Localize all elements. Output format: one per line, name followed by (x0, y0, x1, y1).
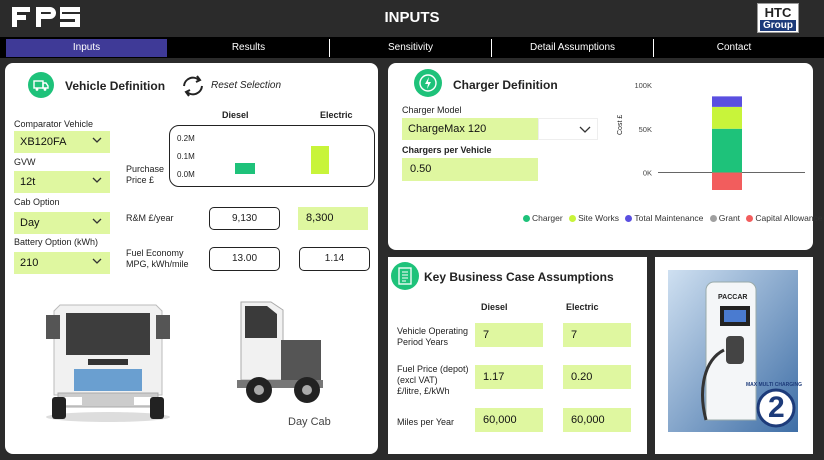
charger-definition-title: Charger Definition (453, 78, 558, 92)
operating-period-electric-input[interactable]: 7 (563, 323, 631, 347)
chevron-down-icon (579, 126, 591, 133)
operating-period-label-1: Vehicle Operating (397, 326, 469, 336)
document-icon (391, 262, 419, 290)
tick-label: 0.2M (177, 134, 195, 143)
fuel-diesel-value: 13.00 (209, 247, 280, 271)
nav-bar: Inputs Results Sensitivity Detail Assump… (0, 37, 824, 58)
tick-label: 0.0M (177, 170, 195, 179)
operating-period-diesel-input[interactable]: 7 (475, 323, 543, 347)
chevron-down-icon (92, 218, 102, 224)
chargers-per-vehicle-label: Chargers per Vehicle (402, 145, 492, 155)
charger-select-dropdown-area[interactable] (538, 118, 598, 140)
tick-label: 100K (634, 81, 652, 90)
max-badge-number: 2 (768, 391, 785, 424)
charger-definition-panel (388, 63, 813, 250)
app-header: INPUTS HTC Group (0, 0, 824, 36)
col-diesel: Diesel (481, 302, 508, 312)
fuel-price-electric-input[interactable]: 0.20 (563, 365, 631, 389)
chevron-down-icon (92, 177, 102, 183)
truck-front-image (46, 304, 170, 422)
purchase-price-chart: 0.2M 0.1M 0.0M (169, 125, 375, 187)
charger-model-label: Charger Model (402, 105, 462, 115)
fuel-price-label-3: £/litre, £/kWh (397, 386, 450, 396)
tab-contact[interactable]: Contact (716, 42, 752, 53)
tick-label: 0.1M (177, 152, 195, 161)
tab-inputs[interactable]: Inputs (6, 39, 167, 57)
tick-label: 50K (639, 125, 652, 134)
fuel-label-1: Fuel Economy (126, 248, 184, 258)
comparator-value: XB120FA (20, 136, 67, 148)
truck-side-image (237, 301, 323, 403)
cab-value: Day (20, 217, 40, 229)
gvw-select[interactable]: 12t (14, 171, 110, 193)
diesel-price-bar (235, 163, 255, 174)
battery-label: Battery Option (kWh) (14, 237, 99, 247)
fps-logo (12, 7, 80, 27)
brand-bottom: Group (760, 20, 796, 31)
electric-price-bar (311, 146, 329, 174)
chevron-down-icon (92, 258, 102, 264)
fuel-price-label-1: Fuel Price (depot) (397, 364, 469, 374)
business-case-title: Key Business Case Assumptions (424, 270, 614, 284)
chargers-per-vehicle-input[interactable]: 0.50 (402, 158, 538, 181)
chevron-down-icon (92, 137, 102, 143)
cab-select[interactable]: Day (14, 212, 110, 234)
truck-icon (28, 72, 54, 98)
paccar-brand: PACCAR (718, 294, 748, 301)
cab-label: Cab Option (14, 197, 60, 207)
fuel-label-2: MPG, kWh/mile (126, 259, 189, 269)
purchase-label-1: Purchase (126, 164, 165, 174)
day-cab-label: Day Cab (288, 416, 331, 428)
tick-label: 0K (643, 169, 652, 178)
bar-total-maintenance (712, 96, 742, 107)
cost-chart-legend: Charger Site Works Total Maintenance Gra… (523, 213, 824, 223)
gvw-label: GVW (14, 157, 36, 167)
htc-group-logo: HTC Group (757, 3, 799, 33)
operating-period-label-2: Period Years (397, 337, 449, 347)
bar-site-works (712, 106, 742, 129)
gvw-value: 12t (20, 176, 36, 188)
bar-capital-allowance (712, 172, 742, 190)
charger-product-image (668, 270, 798, 432)
rm-label: R&M £/year (126, 213, 174, 223)
battery-select[interactable]: 210 (14, 252, 110, 274)
fuel-electric-value: 1.14 (299, 247, 370, 271)
miles-per-year-label: Miles per Year (397, 417, 455, 427)
legend-capital-allowance: Capital Allowance (746, 213, 823, 223)
col-electric: Electric (320, 110, 353, 120)
bar-charger (712, 128, 742, 173)
rm-electric-input[interactable]: 8,300 (298, 207, 368, 230)
comparator-select[interactable]: XB120FA (14, 131, 110, 153)
charger-icon (414, 69, 442, 97)
charger-cost-chart: 100K 50K 0K (634, 81, 805, 190)
tab-results[interactable]: Results (168, 39, 330, 57)
col-diesel: Diesel (222, 110, 249, 120)
tab-detail-assumptions[interactable]: Detail Assumptions (492, 39, 654, 57)
reset-selection-button[interactable]: Reset Selection (211, 80, 282, 91)
legend-site-works: Site Works (569, 213, 619, 223)
charger-model-value: ChargeMax 120 (408, 123, 487, 135)
miles-electric-input[interactable]: 60,000 (563, 408, 631, 432)
tab-sensitivity[interactable]: Sensitivity (330, 39, 492, 57)
cost-axis-label: Cost £ (617, 114, 624, 135)
vehicle-definition-title: Vehicle Definition (65, 79, 166, 93)
purchase-label-2: Price £ (126, 175, 155, 185)
rm-diesel-value: 9,130 (209, 207, 280, 230)
legend-grant: Grant (709, 213, 740, 223)
comparator-label: Comparator Vehicle (14, 119, 94, 129)
battery-value: 210 (20, 257, 39, 269)
page-title: INPUTS (384, 9, 440, 26)
legend-charger: Charger (523, 213, 563, 223)
fuel-price-label-2: (excl VAT) (397, 375, 438, 385)
legend-total-maintenance: Total Maintenance (625, 213, 703, 223)
col-electric: Electric (566, 302, 599, 312)
miles-diesel-input[interactable]: 60,000 (475, 408, 543, 432)
reset-icon[interactable] (180, 74, 206, 98)
brand-top: HTC (764, 5, 792, 20)
max-badge-text: MAX MULTI CHARGING (746, 382, 803, 388)
fuel-price-diesel-input[interactable]: 1.17 (475, 365, 543, 389)
